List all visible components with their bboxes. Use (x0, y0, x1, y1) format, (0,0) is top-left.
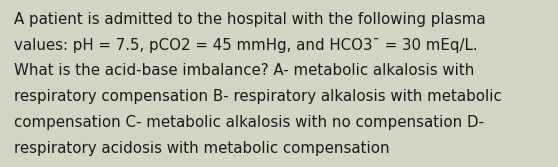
Text: What is the acid-base imbalance? A- metabolic alkalosis with: What is the acid-base imbalance? A- meta… (14, 63, 474, 78)
Text: A patient is admitted to the hospital with the following plasma: A patient is admitted to the hospital wi… (14, 12, 485, 27)
Text: values: pH = 7.5, pCO2 = 45 mmHg, and HCO3¯ = 30 mEq/L.: values: pH = 7.5, pCO2 = 45 mmHg, and HC… (14, 38, 478, 53)
Text: respiratory acidosis with metabolic compensation: respiratory acidosis with metabolic comp… (14, 141, 389, 156)
Text: compensation C- metabolic alkalosis with no compensation D-: compensation C- metabolic alkalosis with… (14, 115, 484, 130)
Text: respiratory compensation B- respiratory alkalosis with metabolic: respiratory compensation B- respiratory … (14, 89, 502, 104)
